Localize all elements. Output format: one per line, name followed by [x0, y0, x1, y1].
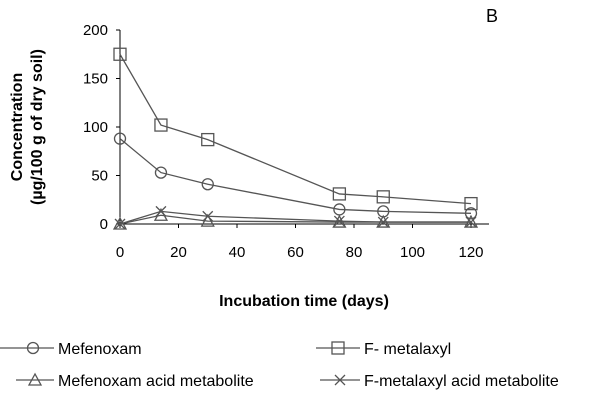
x-tick-label: 0: [116, 244, 124, 261]
data-point: [201, 178, 214, 191]
y-tick-label: 0: [100, 216, 108, 233]
x-tick-label: 20: [170, 244, 187, 261]
series-line: [119, 53, 472, 205]
y-tick-label: 200: [83, 22, 108, 39]
data-point: [154, 118, 168, 132]
data-point: [332, 187, 347, 201]
y-tick-label: 50: [91, 168, 108, 185]
legend-item: Mefenoxam: [0, 341, 142, 358]
legend-label: Mefenoxam: [58, 341, 142, 358]
legend-item: Mefenoxam acid metabolite: [16, 372, 254, 390]
data-point: [202, 210, 214, 222]
series-layer: [112, 47, 479, 230]
data-point: [113, 132, 127, 145]
x-axis: 0 20 40 60 80 100 120: [116, 224, 484, 261]
legend-marker: [334, 374, 346, 386]
x-tick-label: 100: [400, 244, 425, 261]
data-point: [377, 205, 390, 218]
legend-label: F- metalaxyl: [364, 341, 451, 358]
series-square: [113, 47, 478, 211]
legend-marker: [331, 341, 345, 355]
y-tick-label: 150: [83, 71, 108, 88]
legend-label: Mefenoxam acid metabolite: [58, 373, 254, 390]
series-x: [114, 205, 477, 230]
data-point: [333, 203, 346, 216]
y-axis-title-line2: (µg/100 g of dry soil): [29, 49, 46, 205]
x-tick-label: 120: [458, 244, 483, 261]
legend-marker: [26, 341, 40, 355]
data-point: [154, 166, 168, 179]
data-point: [113, 47, 127, 61]
data-point: [114, 218, 126, 230]
data-point: [333, 215, 345, 227]
y-tick-label: 100: [83, 119, 108, 136]
data-point: [377, 216, 389, 228]
legend-marker: [27, 372, 43, 386]
data-point: [464, 207, 478, 220]
legend: Mefenoxam F- metalaxyl Mefenoxam acid meta…: [0, 341, 559, 390]
legend-label: F-metalaxyl acid metabolite: [364, 373, 559, 390]
panel-label: B: [486, 6, 498, 26]
series-line: [119, 138, 472, 214]
data-point: [464, 196, 478, 211]
data-point: [465, 216, 477, 228]
y-axis: 0 50 100 150 200: [83, 22, 120, 233]
data-point: [376, 190, 390, 204]
legend-item: F-metalaxyl acid metabolite: [320, 373, 559, 390]
y-axis-title-line1: Concentration: [9, 73, 26, 181]
data-point: [155, 205, 167, 217]
x-tick-label: 80: [346, 244, 363, 261]
plot-area: [119, 30, 489, 225]
series-line: [119, 210, 471, 225]
series-circle: [113, 132, 478, 220]
legend-item: F- metalaxyl: [316, 341, 451, 358]
data-point: [200, 213, 215, 227]
data-point: [201, 132, 215, 147]
x-tick-label: 60: [287, 244, 304, 261]
x-axis-title: Incubation time (days): [219, 293, 389, 310]
x-tick-label: 40: [229, 244, 246, 261]
